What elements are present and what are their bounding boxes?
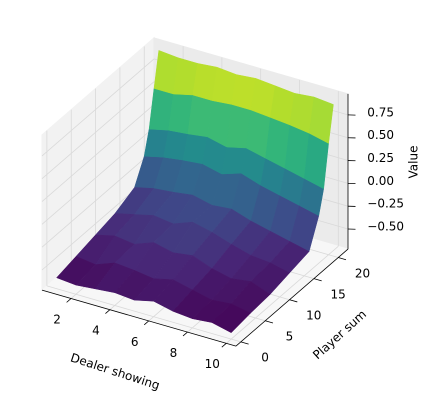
tick-mark <box>290 300 298 302</box>
z-tick-label: 0.75 <box>367 105 394 119</box>
x-tick-label: 6 <box>131 335 139 349</box>
tick-mark <box>241 342 249 344</box>
y-tick-label: 20 <box>355 266 370 280</box>
y-tick-label: 15 <box>331 287 346 301</box>
y-tick-label: 10 <box>306 309 321 323</box>
tick-mark <box>338 258 346 260</box>
tick-mark <box>105 310 109 314</box>
y-tick-label: 5 <box>286 330 294 344</box>
tick-mark <box>222 343 226 347</box>
z-tick-label: 0.50 <box>367 128 394 142</box>
x-tick-label: 8 <box>170 346 178 360</box>
tick-mark <box>314 279 322 281</box>
z-axis-label: Value <box>407 146 421 179</box>
tick-mark <box>183 332 187 336</box>
x-axis-label: Dealer showing <box>69 350 162 392</box>
z-tick-label: −0.50 <box>367 219 404 233</box>
z-tick-label: −0.25 <box>367 197 404 211</box>
x-tick-label: 10 <box>205 357 220 371</box>
tick-mark <box>67 298 71 302</box>
z-tick-label: 0.25 <box>367 151 394 165</box>
tick-mark <box>265 321 273 323</box>
tick-mark <box>144 321 148 325</box>
z-tick-label: 0.00 <box>367 174 394 188</box>
y-tick-label: 0 <box>261 351 269 365</box>
x-tick-label: 2 <box>53 312 61 326</box>
x-tick-label: 4 <box>92 324 100 338</box>
